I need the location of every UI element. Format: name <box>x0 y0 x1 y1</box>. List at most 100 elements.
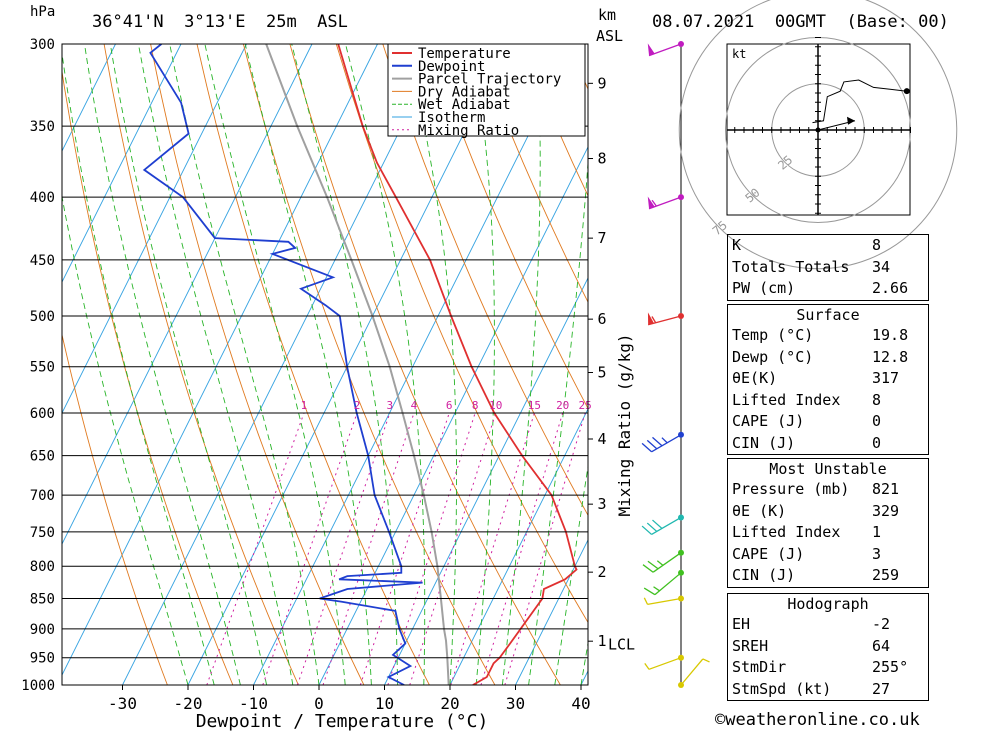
wind-barb-half-feather <box>656 560 664 566</box>
pressure-tick-label: 900 <box>30 622 55 638</box>
wind-barb <box>648 43 682 57</box>
isotherm-line <box>62 44 182 284</box>
legend-entry: Temperature <box>418 46 511 62</box>
pressure-tick-label: 600 <box>30 406 55 422</box>
pressure-tick-label: 700 <box>30 488 55 504</box>
pressure-tick-label: 1000 <box>21 678 55 694</box>
x-tick-label: 20 <box>440 694 459 713</box>
dry-adiabat-line <box>940 44 1000 685</box>
isotherm-line <box>62 44 313 546</box>
mixing-ratio-line <box>504 412 586 685</box>
km-label: km <box>598 6 617 24</box>
lcl-label: LCL <box>608 635 635 653</box>
surface-title: Surface <box>796 306 860 324</box>
hodo-row: EH -2 <box>732 615 891 633</box>
wind-barb-feather <box>641 525 652 535</box>
pressure-tick-label: 550 <box>30 360 55 376</box>
mixing-ratio-label: 15 <box>528 399 541 412</box>
surface-row: Lifted Index 8 <box>732 390 882 409</box>
datetime-label: 08.07.2021 00GMT (Base: 00) <box>652 12 949 32</box>
dry-adiabat-line <box>62 68 234 685</box>
wind-barb-flag <box>647 312 654 325</box>
mixing-ratio-line <box>297 412 391 685</box>
wet-adiabat-line <box>528 157 588 685</box>
wind-barb <box>654 572 682 596</box>
pressure-tick-label: 300 <box>30 37 55 53</box>
surface-table: Surface Temp (°C) 19.8 Dewp (°C) 12.8 θE(K… <box>727 304 929 455</box>
mixing-ratio-label: 10 <box>489 399 502 412</box>
mixing-ratio-label: 1 <box>301 399 308 412</box>
dewpoint-line <box>142 44 423 685</box>
height-km-label: 9 <box>597 74 606 92</box>
wind-barb-flag <box>647 196 655 209</box>
pressure-unit-label: hPa <box>30 4 56 20</box>
wet-adiabat-line <box>62 194 189 685</box>
wind-barb <box>651 434 682 453</box>
mu-row: Pressure (mb) 821 <box>732 480 900 498</box>
wind-barb-feather <box>647 560 659 570</box>
mu-row: CAPE (J) 3 <box>732 544 882 563</box>
mixing-ratio-axis-label: Mixing Ratio (g/kg) <box>615 333 634 516</box>
hodo-row: StmDir 255° <box>732 658 909 676</box>
mu-row: Lifted Index 1 <box>732 523 882 541</box>
dry-adiabat-line <box>986 44 1000 685</box>
isotherm-line <box>253 44 575 685</box>
wind-barb-half-feather <box>643 597 649 605</box>
wind-barb-feather <box>642 564 654 573</box>
height-km-label: 3 <box>597 495 606 513</box>
wind-barb-feather <box>641 442 652 453</box>
wind-barb-half-feather <box>661 437 668 444</box>
copyright: ©weatheronline.co.uk <box>715 710 920 730</box>
legend-box <box>387 43 586 137</box>
legend-entry: Mixing Ratio <box>418 123 519 139</box>
wind-barbs <box>641 41 710 688</box>
wind-barb-half-feather <box>653 586 660 592</box>
mixing-ratio-line <box>387 412 476 685</box>
wet-adiabat-line <box>84 44 241 685</box>
height-km-label: 5 <box>597 363 606 381</box>
wet-adiabat-line <box>204 44 346 685</box>
pressure-tick-label: 800 <box>30 559 55 575</box>
pressure-tick-label: 350 <box>30 119 55 135</box>
indices-row: PW (cm) 2.66 <box>732 279 909 297</box>
x-tick-label: -10 <box>239 694 268 713</box>
wind-barb-feather <box>646 439 658 450</box>
wet-adiabat-line <box>501 44 541 685</box>
surface-row: Dewp (°C) 12.8 <box>732 347 909 366</box>
legend-entry: Parcel Trajectory <box>418 72 561 88</box>
wind-barb <box>651 516 682 536</box>
indices-row: Totals Totals 34 <box>732 257 891 276</box>
surface-row: CIN (J) 0 <box>732 433 882 452</box>
height-km-label: 4 <box>597 430 606 448</box>
wind-barb-half-feather <box>702 658 710 663</box>
wind-barb-half-feather <box>644 663 650 670</box>
dry-adiabat-line <box>335 44 588 624</box>
wind-barb-feather <box>643 587 656 596</box>
isotherm-line <box>122 44 444 685</box>
legend-entry: Dry Adiabat <box>418 84 511 100</box>
hodograph-end-dot <box>903 88 910 95</box>
wind-barb <box>648 657 682 670</box>
height-km-label: 8 <box>597 150 606 168</box>
location-label: 36°41'N 3°13'E 25m ASL <box>92 12 348 32</box>
wet-adiabat-line <box>62 51 215 685</box>
isotherm-line <box>449 407 588 685</box>
height-km-label: 6 <box>597 310 606 328</box>
parcel-trajectory-line <box>265 44 450 685</box>
wind-barb-feather <box>652 519 663 529</box>
x-tick-label: 30 <box>506 694 525 713</box>
wind-barb-feather <box>646 522 658 532</box>
wet-adiabat-line <box>109 44 268 685</box>
isotherm-line <box>62 44 378 677</box>
hodograph-table-title: Hodograph <box>787 595 869 613</box>
x-tick-label: -20 <box>174 694 203 713</box>
surface-row: CAPE (J) 0 <box>732 412 882 430</box>
dry-adiabat-line <box>475 44 588 304</box>
most-unstable-title: Most Unstable <box>769 460 887 478</box>
dry-adiabat-line <box>289 44 561 685</box>
height-km-label: 1 <box>597 632 606 650</box>
height-km-label: 2 <box>597 563 606 581</box>
